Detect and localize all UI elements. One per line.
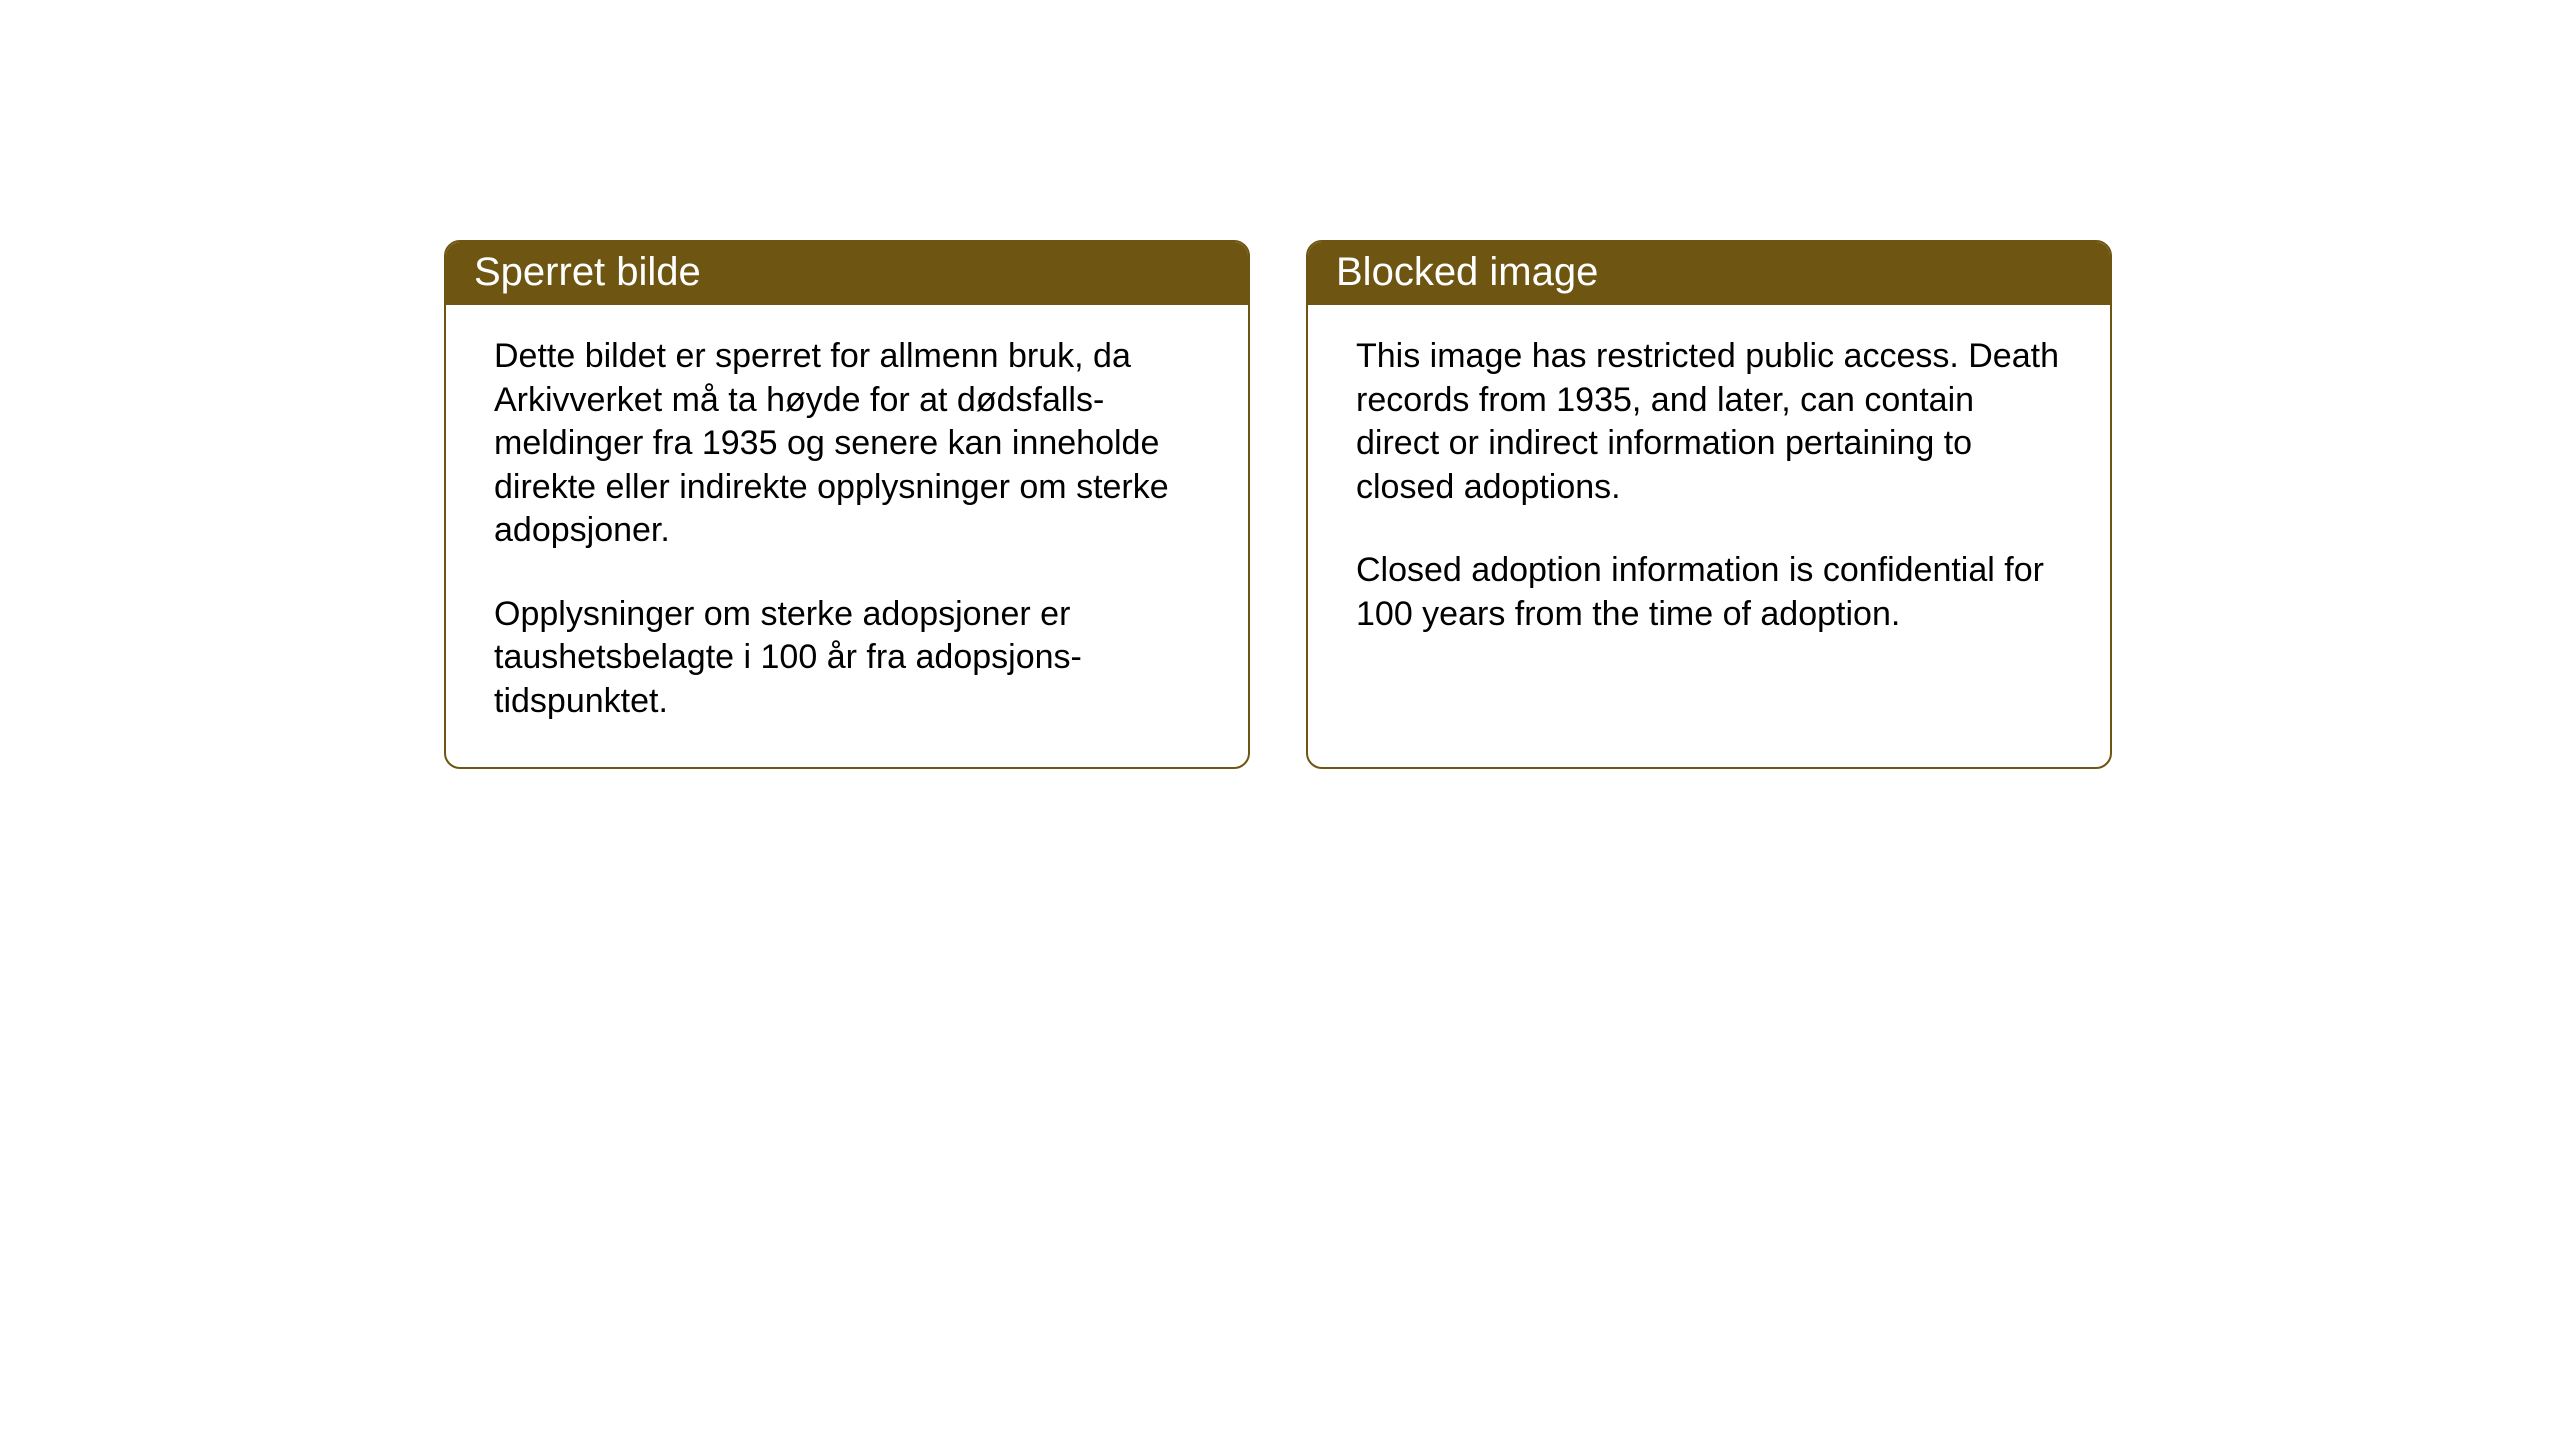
english-paragraph-2: Closed adoption information is confident… <box>1356 549 2062 636</box>
norwegian-panel-body: Dette bildet er sperret for allmenn bruk… <box>446 305 1248 767</box>
english-panel: Blocked image This image has restricted … <box>1306 240 2112 769</box>
notice-container: Sperret bilde Dette bildet er sperret fo… <box>444 240 2112 769</box>
english-panel-title: Blocked image <box>1308 242 2110 305</box>
norwegian-panel: Sperret bilde Dette bildet er sperret fo… <box>444 240 1250 769</box>
norwegian-paragraph-1: Dette bildet er sperret for allmenn bruk… <box>494 335 1200 553</box>
norwegian-panel-title: Sperret bilde <box>446 242 1248 305</box>
english-panel-body: This image has restricted public access.… <box>1308 305 2110 680</box>
norwegian-paragraph-2: Opplysninger om sterke adopsjoner er tau… <box>494 593 1200 724</box>
english-paragraph-1: This image has restricted public access.… <box>1356 335 2062 509</box>
